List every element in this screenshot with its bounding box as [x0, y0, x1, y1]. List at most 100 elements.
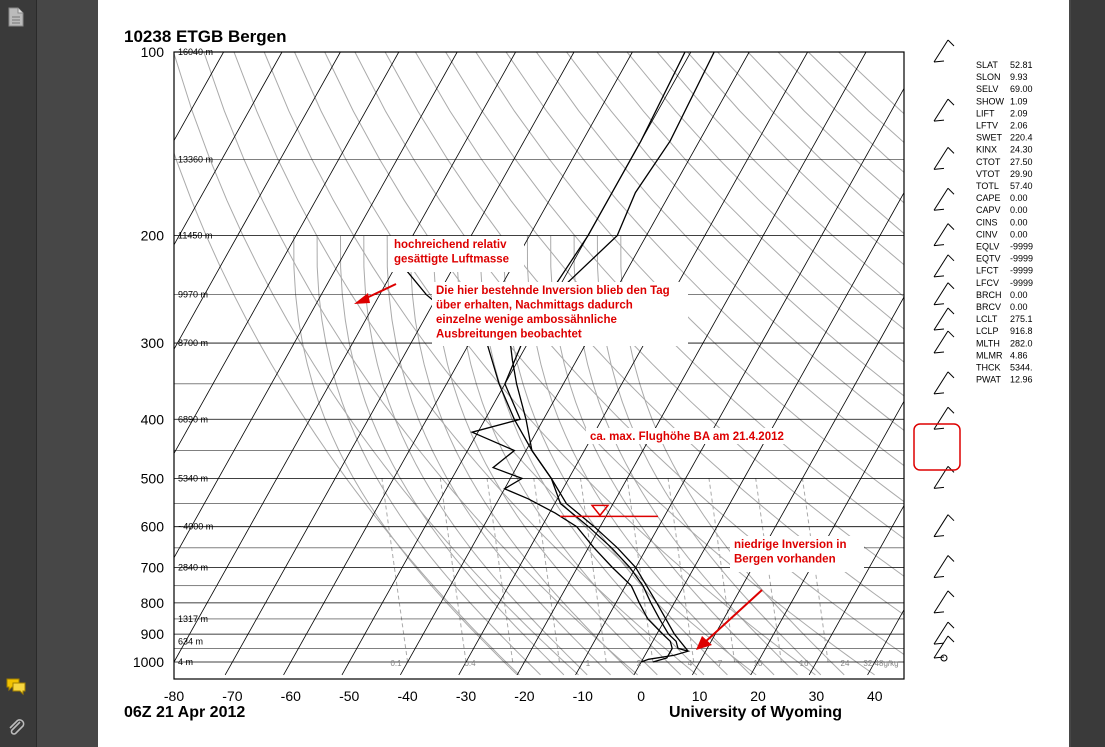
mixing-ratio-line	[439, 478, 467, 663]
barb-flag	[947, 39, 955, 47]
dry-adiabat	[263, 52, 757, 676]
moist-adiabat	[293, 235, 518, 676]
barb-tick	[933, 275, 945, 278]
barb-tick	[933, 576, 945, 579]
x-tick-label: -50	[339, 688, 359, 704]
chart-title: 10238 ETGB Bergen	[124, 27, 287, 46]
mixing-ratio-line	[486, 478, 514, 663]
isotherm	[98, 52, 165, 675]
barb-tick	[933, 244, 945, 247]
index-value: 0.00	[1010, 205, 1028, 215]
wind-barb	[933, 635, 955, 659]
isotherm	[174, 52, 283, 246]
index-value: 12.96	[1010, 375, 1033, 385]
index-name: LFTV	[976, 121, 998, 131]
wind-barb	[933, 98, 955, 122]
barb-flag	[947, 514, 955, 522]
height-label: 2840 m	[178, 563, 208, 573]
barb-tick	[933, 351, 945, 354]
barb-flag	[947, 223, 955, 230]
barb-staff	[933, 514, 949, 537]
isotherm	[174, 52, 400, 455]
dry-adiabat	[566, 52, 904, 397]
barb-staff	[933, 590, 949, 614]
index-value: 0.00	[1010, 229, 1028, 239]
index-value: 282.0	[1010, 338, 1033, 348]
moist-adiabat	[410, 235, 635, 676]
index-value: 5344.	[1010, 363, 1033, 373]
annotation-text: Bergen vorhanden	[734, 554, 836, 566]
index-value: 69.00	[1010, 84, 1033, 94]
annotation-saturated-airmass: hochreichend relativ gesättigte Luftmasse	[390, 236, 524, 272]
plot-frame	[173, 51, 905, 680]
mixing-ratio-label: 2	[637, 659, 642, 668]
wind-barb	[933, 514, 955, 538]
barb-staff	[933, 371, 949, 395]
document-icon[interactable]	[5, 6, 27, 28]
barb-flag	[947, 147, 955, 154]
height-label: 11450 m	[178, 231, 212, 241]
index-value: 220.4	[1010, 133, 1033, 143]
index-name: TOTL	[976, 181, 999, 191]
dry-adiabat	[174, 151, 520, 676]
annotation-box	[730, 536, 864, 572]
barb-flag	[947, 371, 955, 379]
height-label: 13360 m	[178, 154, 213, 164]
barb-flag	[947, 254, 955, 262]
barb-flag	[947, 635, 955, 643]
annotation-low-inversion: niedrige Inversion in Bergen vorhanden	[730, 536, 864, 572]
moist-adiabat	[573, 235, 798, 676]
barb-staff	[933, 147, 949, 170]
x-tick-label: -40	[397, 688, 417, 704]
right-sidebar	[1071, 0, 1105, 747]
barb-staff	[933, 307, 949, 331]
mixing-ratio-label: 0.1	[390, 659, 402, 668]
index-name: SLON	[976, 72, 1001, 82]
arrow-low-inversion	[703, 589, 763, 644]
barb-tick	[933, 208, 945, 211]
index-name: CAPE	[976, 193, 1001, 203]
pressure-tick-label: 1000	[133, 654, 164, 670]
moist-adiabat	[363, 235, 588, 676]
isotherm	[400, 52, 750, 676]
mixing-ratio-line	[708, 478, 736, 663]
index-value: 275.1	[1010, 314, 1033, 324]
left-sidebar	[0, 0, 37, 747]
index-name: CINS	[976, 217, 998, 227]
height-label: 6890 m	[178, 414, 208, 424]
barb-staff	[933, 282, 949, 306]
annotation-text: ca. max. Flughöhe BA am 21.4.2012	[590, 431, 784, 443]
barb-staff	[933, 187, 949, 211]
height-label: 1317 m	[178, 614, 208, 624]
index-value: 0.00	[1010, 193, 1028, 203]
x-tick-label: 10	[692, 688, 708, 704]
x-tick-label: 30	[809, 688, 825, 704]
index-value: 1.09	[1010, 96, 1028, 106]
moist-adiabat	[316, 235, 541, 676]
x-tick-label: -60	[281, 688, 301, 704]
annotation-text: Ausbreitungen beobachtet	[436, 329, 582, 341]
isotherm	[458, 52, 808, 676]
annotation-text: niedrige Inversion in	[734, 539, 846, 551]
index-name: CTOT	[976, 157, 1001, 167]
mixing-ratio-line	[533, 478, 560, 663]
index-name: MLTH	[976, 338, 1000, 348]
barb-tick	[933, 167, 945, 170]
wind-barb	[933, 621, 955, 645]
x-tick-label: -80	[164, 688, 184, 704]
barb-flag	[947, 187, 955, 195]
moist-adiabat	[550, 235, 775, 676]
annotation-max-flight-level: ca. max. Flughöhe BA am 21.4.2012	[586, 428, 798, 444]
index-name: SHOW	[976, 96, 1005, 106]
pressure-tick-label: 200	[141, 228, 165, 244]
pressure-tick-label: 900	[141, 626, 165, 642]
index-value: 9.93	[1010, 72, 1028, 82]
attachment-icon[interactable]	[5, 716, 27, 738]
viewer-gutter	[1069, 0, 1071, 747]
moist-adiabat	[386, 235, 611, 676]
x-tick-label: -70	[222, 688, 242, 704]
comments-icon[interactable]	[5, 675, 27, 697]
wind-barb	[933, 330, 955, 354]
dry-adiabat	[626, 52, 904, 330]
moist-adiabat	[433, 235, 658, 676]
